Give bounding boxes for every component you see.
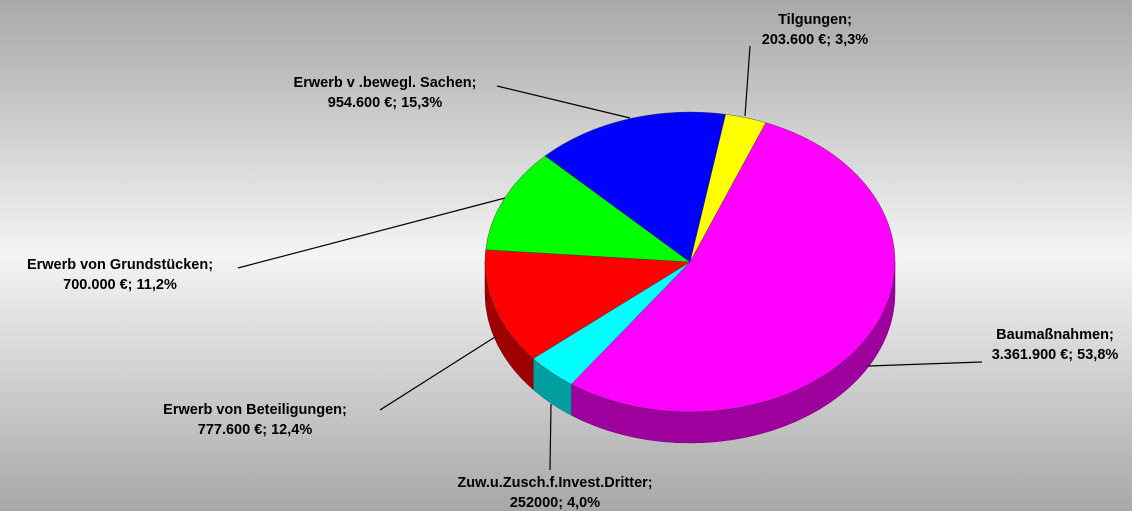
leader-line (496, 85, 631, 119)
label-value: 203.600 €; 3,3% (762, 32, 869, 48)
label-name: Erwerb von Beteiligungen; (163, 402, 347, 418)
slice (485, 155, 691, 263)
label-value: 252000; 4,0% (510, 495, 600, 511)
label-value: 700.000 €; 11,2% (63, 277, 177, 293)
leader-line (549, 403, 552, 471)
slice (544, 111, 726, 263)
leader-line (379, 336, 496, 411)
label-value: 777.600 €; 12,4% (198, 422, 313, 438)
label-name: Zuw.u.Zusch.f.Invest.Dritter; (457, 475, 652, 491)
slice (484, 249, 691, 359)
leader-line (237, 197, 506, 269)
label-value: 3.361.900 €; 53,8% (992, 347, 1119, 363)
label-name: Baumaßnahmen; (996, 327, 1114, 343)
label-value: 954.600 €; 15,3% (328, 95, 443, 111)
label-name: Erwerb v .bewegl. Sachen; (294, 75, 477, 91)
leader-line (744, 45, 751, 117)
leader-line (867, 361, 983, 367)
label-name: Tilgungen; (778, 12, 852, 28)
label-name: Erwerb von Grundstücken; (27, 257, 213, 273)
slice (570, 122, 896, 413)
